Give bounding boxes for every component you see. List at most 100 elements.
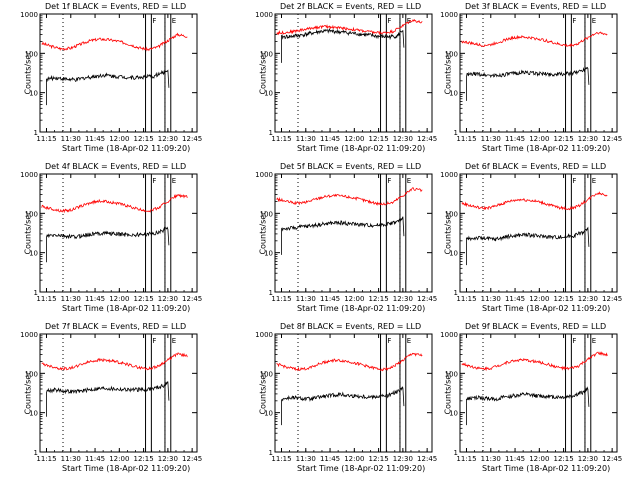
interval-marker-label: E xyxy=(172,337,176,345)
plot-frame xyxy=(39,173,198,293)
interval-marker-label: E xyxy=(407,177,411,185)
x-tick-label: 12:00 xyxy=(109,295,129,303)
y-tick-label: 10 xyxy=(264,90,273,98)
x-tick-label: 12:30 xyxy=(158,135,178,143)
panel-title: Det 3f BLACK = Events, RED = LLD xyxy=(465,2,607,11)
interval-marker-label: F xyxy=(572,337,576,345)
y-tick-label: 100 xyxy=(25,370,38,378)
x-tick-label: 11:30 xyxy=(481,135,501,143)
interval-marker-label: F xyxy=(387,177,391,185)
x-tick-label: 11:15 xyxy=(271,455,291,463)
y-tick-label: 1000 xyxy=(440,11,458,19)
lld-series-line xyxy=(461,351,608,372)
x-tick-label: 12:45 xyxy=(417,455,437,463)
events-series-line xyxy=(281,216,405,255)
y-tick-label: 10 xyxy=(29,410,38,418)
events-series-line xyxy=(46,226,170,263)
y-tick-label: 1000 xyxy=(440,331,458,339)
y-tick-label: 1 xyxy=(34,289,38,297)
y-tick-label: 100 xyxy=(260,210,273,218)
panel-title: Det 1f BLACK = Events, RED = LLD xyxy=(45,2,187,11)
x-tick-label: 12:30 xyxy=(393,455,413,463)
x-tick-label: 11:45 xyxy=(85,135,105,143)
x-tick-label: 12:30 xyxy=(158,455,178,463)
x-axis-title: Start Time (18-Apr-02 11:09:20) xyxy=(482,144,611,153)
x-tick-label: 12:00 xyxy=(529,295,549,303)
interval-marker-label: F xyxy=(152,337,156,345)
x-tick-label: 12:15 xyxy=(554,455,574,463)
interval-marker-label: E xyxy=(172,17,176,25)
x-tick-label: 12:45 xyxy=(182,455,202,463)
interval-marker-label: E xyxy=(592,17,596,25)
y-tick-label: 1 xyxy=(269,449,273,457)
x-axis-title: Start Time (18-Apr-02 11:09:20) xyxy=(482,304,611,313)
y-tick-label: 100 xyxy=(25,50,38,58)
interval-marker-label: E xyxy=(407,17,411,25)
y-tick-label: 1 xyxy=(454,289,458,297)
x-tick-label: 12:15 xyxy=(134,135,154,143)
y-tick-label: 1 xyxy=(269,289,273,297)
y-tick-label: 1000 xyxy=(20,331,38,339)
x-tick-label: 12:30 xyxy=(393,135,413,143)
y-tick-label: 100 xyxy=(445,210,458,218)
x-tick-label: 12:00 xyxy=(529,455,549,463)
x-tick-label: 11:30 xyxy=(296,295,316,303)
x-tick-label: 12:15 xyxy=(134,295,154,303)
x-tick-label: 12:45 xyxy=(602,135,622,143)
y-tick-label: 100 xyxy=(260,370,273,378)
x-tick-label: 11:30 xyxy=(61,295,81,303)
x-tick-label: 12:15 xyxy=(554,295,574,303)
x-tick-label: 11:15 xyxy=(36,295,56,303)
interval-marker-label: E xyxy=(172,177,176,185)
panel-title: Det 9f BLACK = Events, RED = LLD xyxy=(465,322,607,331)
y-tick-label: 1000 xyxy=(255,331,273,339)
interval-marker-label: F xyxy=(572,177,576,185)
x-tick-label: 11:30 xyxy=(61,455,81,463)
x-tick-label: 11:15 xyxy=(456,135,476,143)
interval-marker-label: F xyxy=(152,17,156,25)
y-tick-label: 10 xyxy=(29,250,38,258)
panel-title: Det 7f BLACK = Events, RED = LLD xyxy=(45,322,187,331)
x-tick-label: 12:00 xyxy=(109,135,129,143)
lld-series-line xyxy=(276,352,423,372)
plot-frame xyxy=(274,13,433,133)
panel-title: Det 5f BLACK = Events, RED = LLD xyxy=(280,162,422,171)
x-tick-label: 11:15 xyxy=(36,455,56,463)
lld-series-line xyxy=(276,187,423,206)
events-series-line xyxy=(281,27,405,63)
x-tick-label: 12:15 xyxy=(134,455,154,463)
events-series-line xyxy=(466,66,590,101)
interval-marker-label: F xyxy=(387,17,391,25)
interval-marker-label: E xyxy=(592,177,596,185)
y-tick-label: 1000 xyxy=(20,171,38,179)
x-tick-label: 11:45 xyxy=(85,295,105,303)
y-tick-label: 10 xyxy=(264,250,273,258)
events-series-line xyxy=(46,381,170,417)
x-tick-label: 11:30 xyxy=(61,135,81,143)
x-tick-label: 12:15 xyxy=(369,135,389,143)
y-tick-label: 1 xyxy=(34,449,38,457)
plot-frame xyxy=(459,13,618,133)
x-tick-label: 12:00 xyxy=(344,135,364,143)
x-tick-label: 12:30 xyxy=(158,295,178,303)
lld-series-line xyxy=(461,191,608,211)
x-tick-label: 12:30 xyxy=(578,295,598,303)
x-tick-label: 11:45 xyxy=(85,455,105,463)
x-tick-label: 12:15 xyxy=(369,295,389,303)
x-axis-title: Start Time (18-Apr-02 11:09:20) xyxy=(297,464,426,473)
y-tick-label: 10 xyxy=(29,90,38,98)
